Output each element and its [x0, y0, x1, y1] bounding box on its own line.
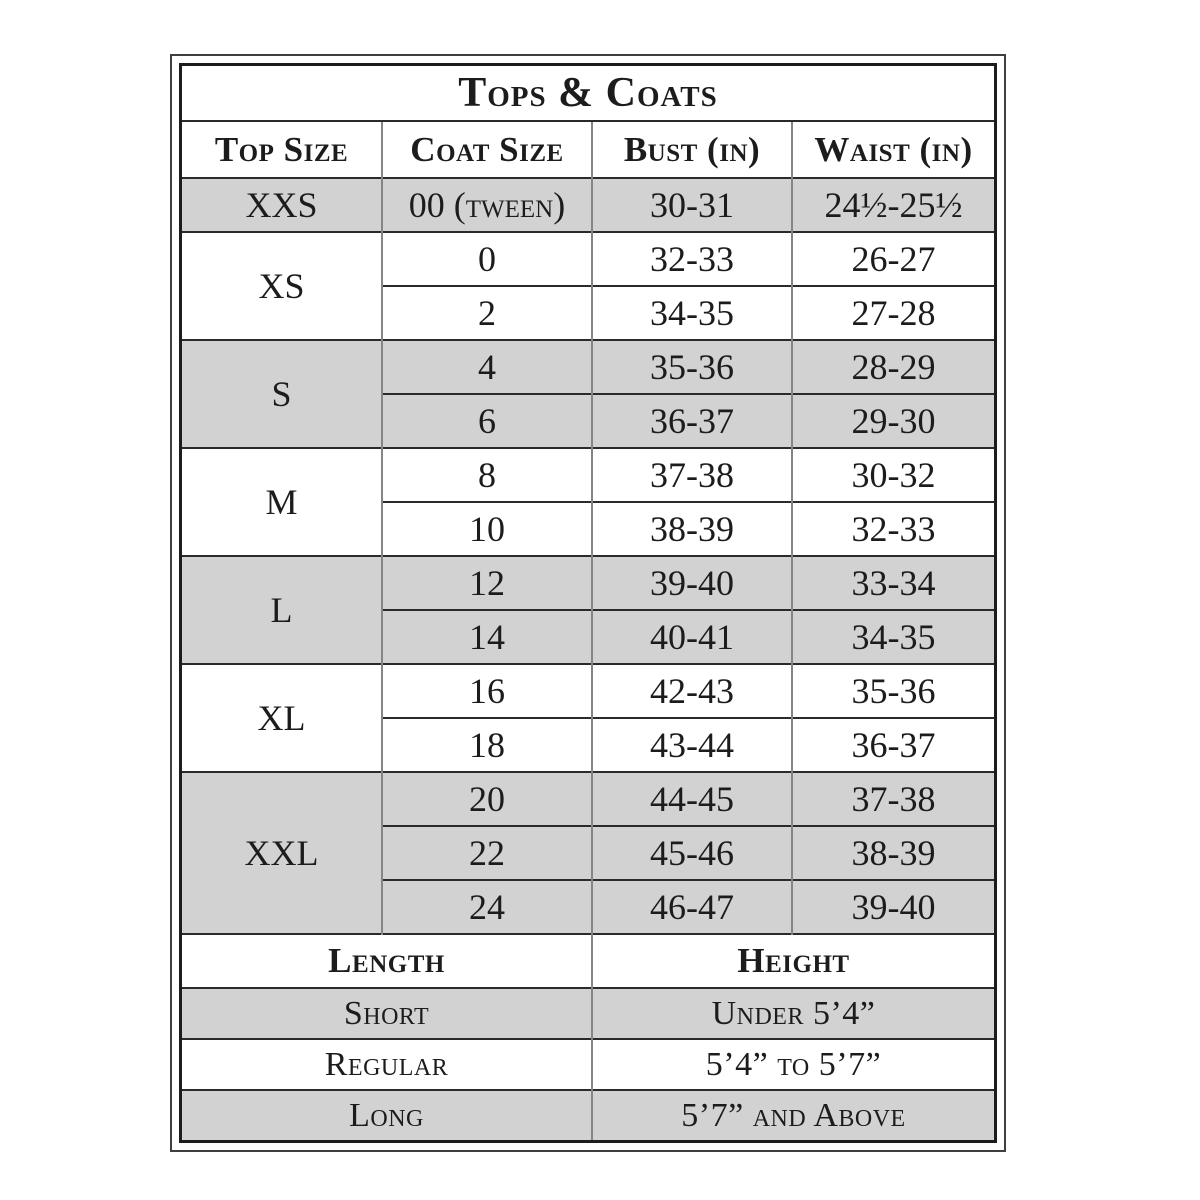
- cell-coat-size: 4: [381, 339, 592, 394]
- cell-bust: 32-33: [591, 231, 792, 286]
- cell-bust: 35-36: [591, 339, 792, 394]
- cell-top-size: S: [182, 339, 382, 448]
- table-row: 14 40-41 34-35: [182, 609, 994, 664]
- cell-coat-size: 18: [381, 717, 592, 772]
- cell-waist: 33-34: [791, 555, 994, 610]
- table-row: M 8 37-38 30-32: [182, 447, 994, 556]
- cell-waist: 26-27: [791, 231, 994, 286]
- cell-length: Regular: [182, 1038, 592, 1090]
- cell-length: Long: [182, 1089, 592, 1140]
- col-header-coat-size: Coat Size: [381, 120, 592, 178]
- cell-height: 5’4” to 5’7”: [591, 1038, 994, 1090]
- cell-top-size: M: [182, 447, 382, 556]
- cell-height: 5’7” and Above: [591, 1089, 994, 1140]
- cell-coat-size: 2: [381, 285, 592, 340]
- cell-waist: 24½-25½: [791, 177, 994, 232]
- cell-coat-size: 8: [381, 447, 592, 502]
- table-row: L 12 39-40 33-34: [182, 555, 994, 664]
- cell-height: Under 5’4”: [591, 987, 994, 1039]
- table-row: XXL 20 44-45 37-38: [182, 771, 994, 934]
- table-row: 24 46-47 39-40: [182, 879, 994, 934]
- table-row: 2 34-35 27-28: [182, 285, 994, 340]
- cell-top-size: XXL: [182, 771, 382, 934]
- cell-waist: 28-29: [791, 339, 994, 394]
- cell-waist: 37-38: [791, 771, 994, 826]
- cell-coat-size: 12: [381, 555, 592, 610]
- cell-bust: 46-47: [591, 879, 792, 934]
- cell-bust: 38-39: [591, 501, 792, 556]
- cell-waist: 27-28: [791, 285, 994, 340]
- cell-coat-size: 0: [381, 231, 592, 286]
- size-chart-table: Tops & Coats Top Size Coat Size Bust (in…: [182, 66, 994, 1140]
- table-row: XXS 00 (tween) 30-31 24½-25½: [182, 177, 994, 232]
- table-row: S 4 35-36 28-29: [182, 339, 994, 448]
- cell-top-size: XXS: [182, 177, 382, 232]
- size-chart-inner-frame: Tops & Coats Top Size Coat Size Bust (in…: [179, 63, 997, 1143]
- cell-waist: 29-30: [791, 393, 994, 448]
- table-title: Tops & Coats: [458, 70, 718, 116]
- cell-coat-size: 10: [381, 501, 592, 556]
- table-row: XS 0 32-33 26-27: [182, 231, 994, 340]
- table-row: XL 16 42-43 35-36: [182, 663, 994, 772]
- cell-bust: 42-43: [591, 663, 792, 718]
- cell-bust: 30-31: [591, 177, 792, 232]
- cell-length: Short: [182, 987, 592, 1039]
- cell-bust: 39-40: [591, 555, 792, 610]
- col-header-bust: Bust (in): [591, 120, 792, 178]
- length-row-short: Short Under 5’4”: [182, 987, 994, 1039]
- cell-bust: 34-35: [591, 285, 792, 340]
- cell-coat-size: 00 (tween): [381, 177, 592, 232]
- cell-waist: 36-37: [791, 717, 994, 772]
- cell-top-size: L: [182, 555, 382, 664]
- col-header-waist: Waist (in): [791, 120, 994, 178]
- length-row-regular: Regular 5’4” to 5’7”: [182, 1038, 994, 1090]
- cell-waist: 34-35: [791, 609, 994, 664]
- length-height-header-row: Length Height: [182, 933, 994, 988]
- cell-bust: 44-45: [591, 771, 792, 826]
- cell-waist: 39-40: [791, 879, 994, 934]
- cell-bust: 43-44: [591, 717, 792, 772]
- cell-bust: 45-46: [591, 825, 792, 880]
- table-row: 22 45-46 38-39: [182, 825, 994, 880]
- cell-bust: 40-41: [591, 609, 792, 664]
- col-header-top-size: Top Size: [182, 120, 382, 178]
- size-chart-frame: Tops & Coats Top Size Coat Size Bust (in…: [170, 54, 1006, 1152]
- cell-waist: 30-32: [791, 447, 994, 502]
- cell-waist: 35-36: [791, 663, 994, 718]
- length-header: Length: [182, 933, 592, 988]
- cell-waist: 32-33: [791, 501, 994, 556]
- table-row: 6 36-37 29-30: [182, 393, 994, 448]
- cell-top-size: XS: [182, 231, 382, 340]
- cell-top-size: XL: [182, 663, 382, 772]
- cell-coat-size: 16: [381, 663, 592, 718]
- cell-bust: 37-38: [591, 447, 792, 502]
- title-row: Tops & Coats: [182, 66, 994, 121]
- cell-coat-size: 22: [381, 825, 592, 880]
- cell-coat-size: 20: [381, 771, 592, 826]
- cell-coat-size: 14: [381, 609, 592, 664]
- height-header: Height: [591, 933, 994, 988]
- cell-waist: 38-39: [791, 825, 994, 880]
- column-header-row: Top Size Coat Size Bust (in) Waist (in): [182, 120, 994, 178]
- length-row-long: Long 5’7” and Above: [182, 1089, 994, 1140]
- table-row: 10 38-39 32-33: [182, 501, 994, 556]
- table-row: 18 43-44 36-37: [182, 717, 994, 772]
- cell-coat-size: 6: [381, 393, 592, 448]
- cell-bust: 36-37: [591, 393, 792, 448]
- cell-coat-size: 24: [381, 879, 592, 934]
